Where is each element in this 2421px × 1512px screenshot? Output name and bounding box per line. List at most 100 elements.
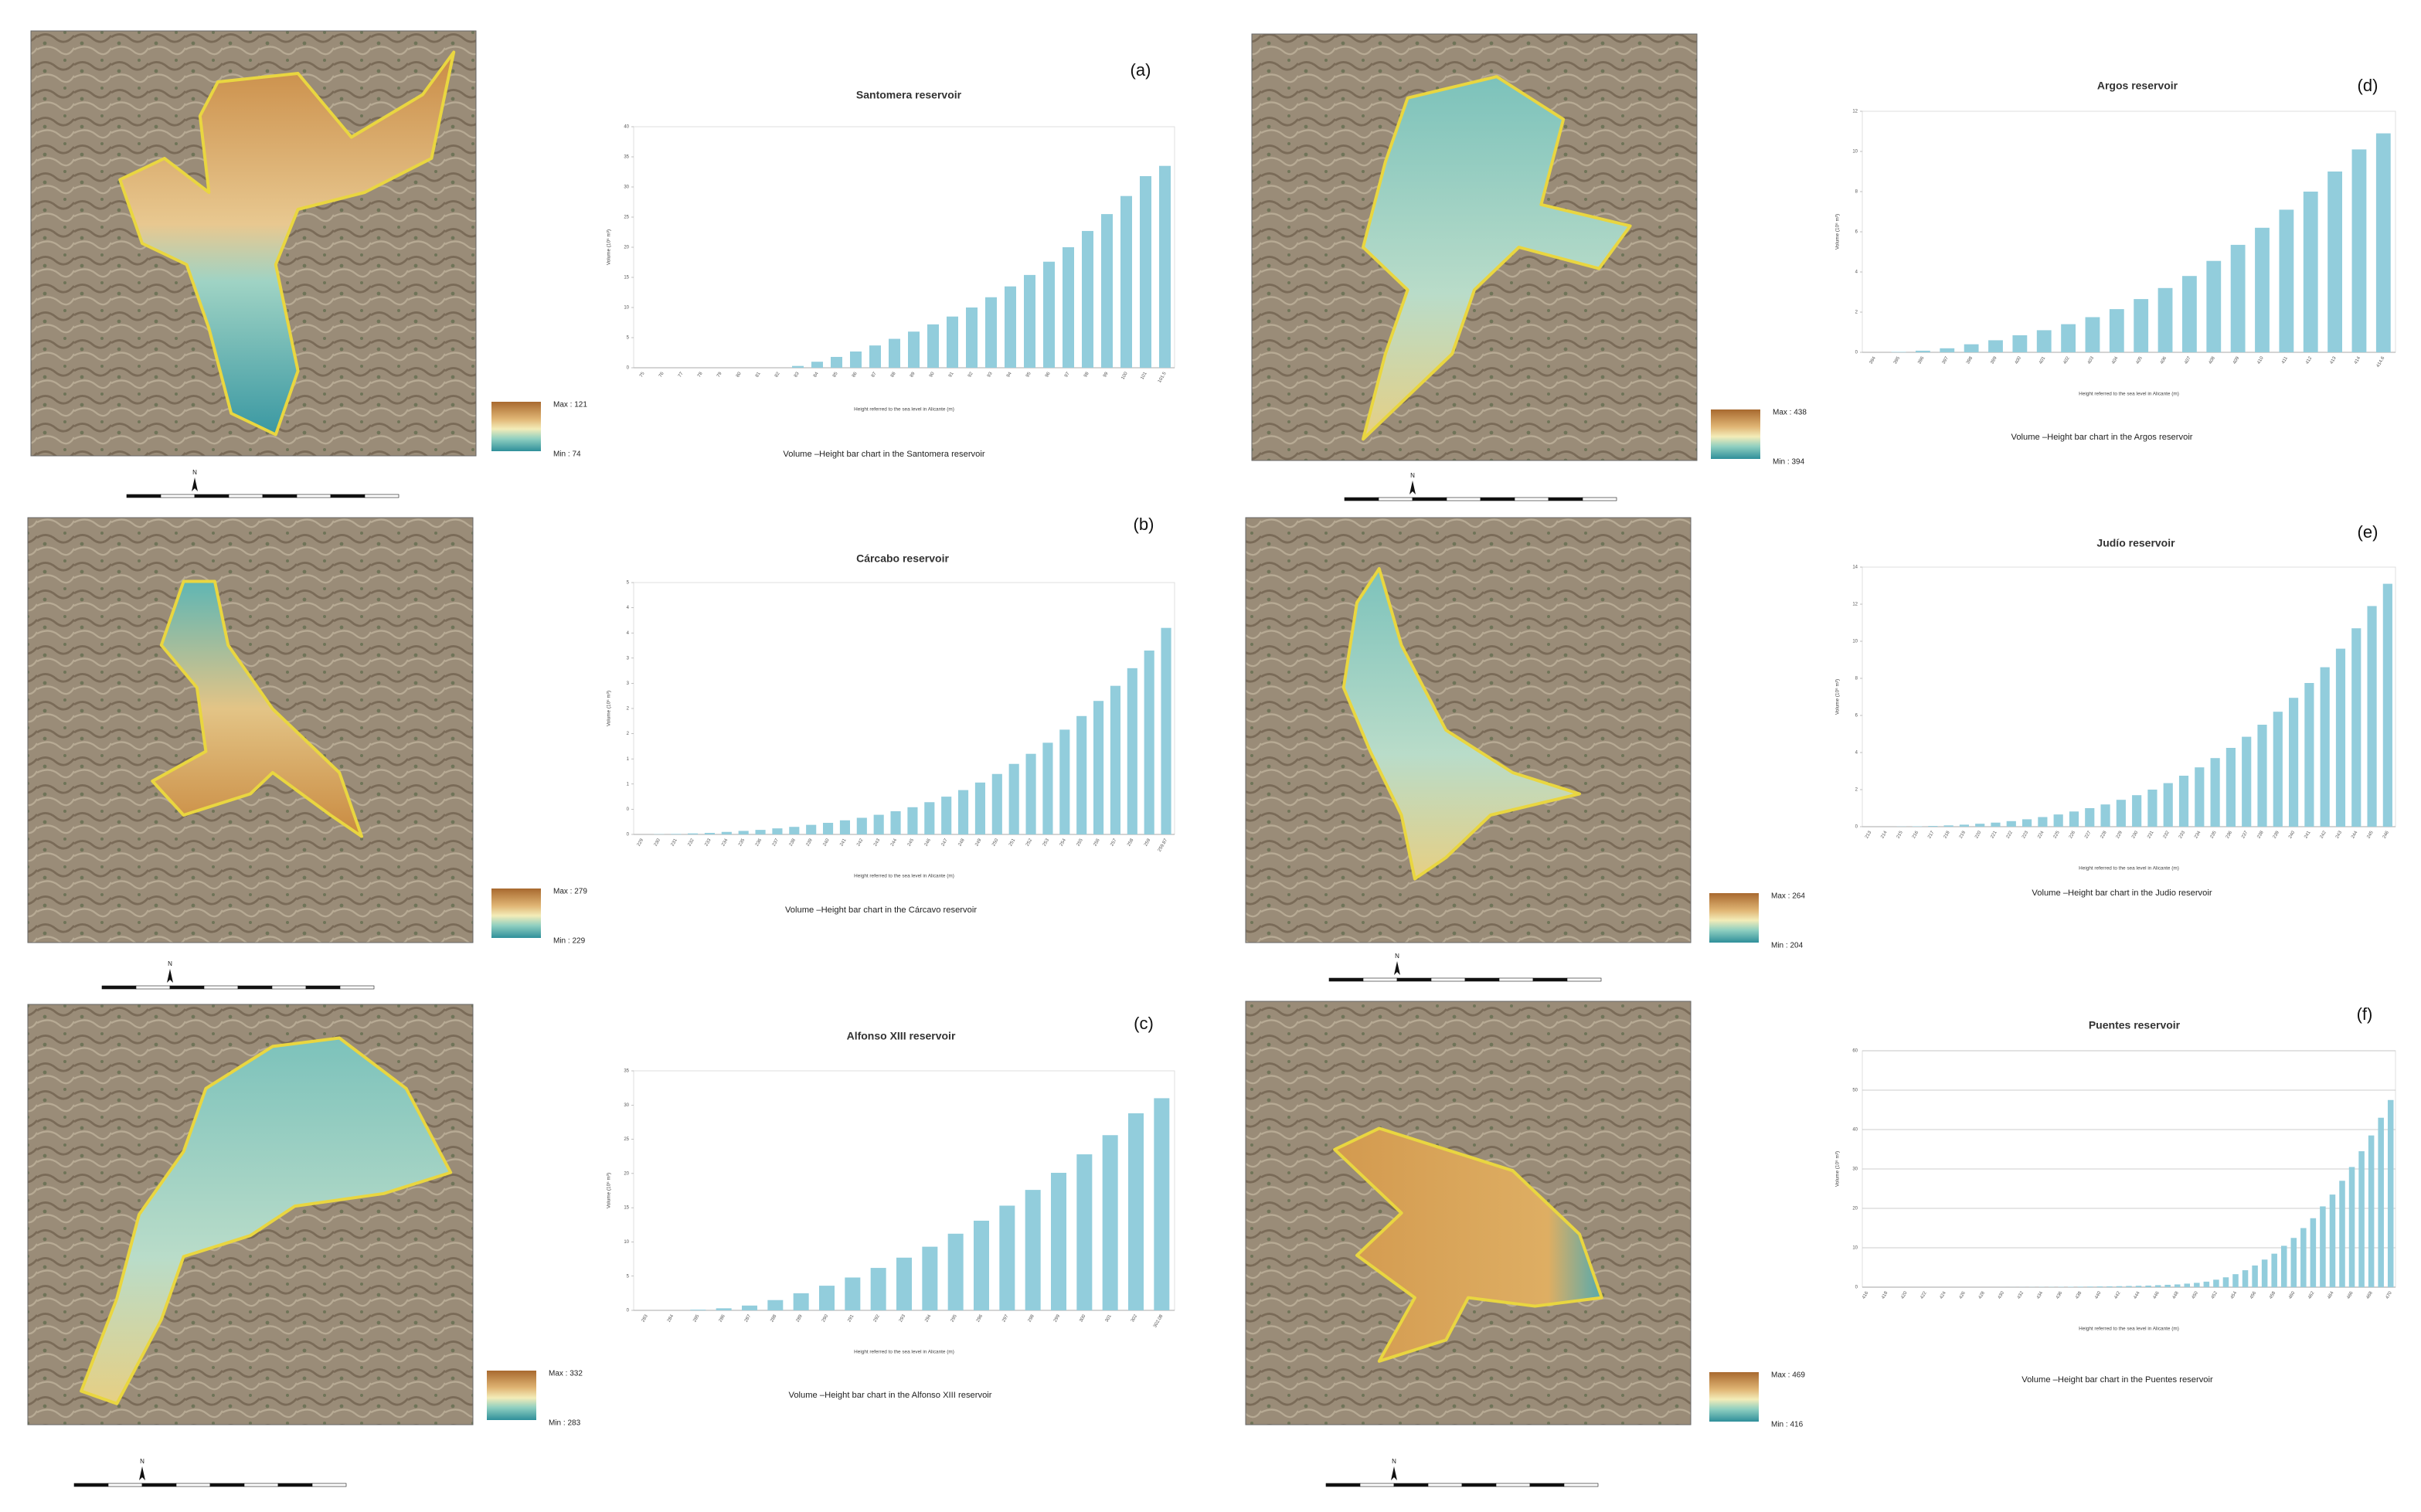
bar [1024, 274, 1035, 368]
bar [2006, 821, 2016, 827]
bar [1128, 1113, 1144, 1310]
scale-bar-segment [1532, 977, 1568, 982]
scale-bar-segment [271, 985, 307, 990]
y-tick-label: 5 [627, 581, 630, 586]
y-tick-label: 10 [1852, 150, 1858, 155]
x-tick-label: 241 [2304, 830, 2312, 839]
x-tick-label: 424 [1940, 1290, 1948, 1300]
bar [1005, 286, 1016, 368]
y-tick-label: 60 [1852, 1049, 1858, 1054]
y-tick-label: 30 [1852, 1167, 1858, 1172]
scale-bar-segment [1582, 497, 1617, 501]
x-tick-label: 289 [796, 1313, 804, 1323]
x-tick-label: 250 [991, 838, 1000, 847]
bar [1063, 247, 1074, 368]
bar [896, 1257, 912, 1310]
y-tick-label: 10 [624, 1240, 629, 1245]
y-tick-label: 0 [1855, 825, 1858, 830]
scale-bar-segment [262, 494, 298, 498]
bar [793, 1293, 809, 1310]
bar [2132, 795, 2142, 827]
chart-title: Santomera reservoir [856, 89, 962, 101]
bar [999, 1205, 1015, 1310]
north-arrow [1391, 1466, 1397, 1480]
x-tick-label: 399 [1990, 355, 1998, 365]
y-tick-label: 1 [627, 757, 630, 762]
scale-bar-segment [1396, 977, 1432, 982]
legend-min: Min : 394 [1773, 458, 1805, 467]
scale-bar-segment [1359, 1483, 1395, 1487]
x-tick-label: 291 [847, 1313, 855, 1323]
x-tick-label: 466 [2346, 1290, 2355, 1300]
bar [947, 316, 958, 368]
x-tick-label: 432 [2017, 1290, 2025, 1300]
scale-bar-segment [1529, 1483, 1565, 1487]
x-tick-label: 410 [2256, 355, 2265, 365]
x-tick-label: 98 [1083, 371, 1090, 378]
y-axis-label: Volume (10⁶ m³) [607, 1173, 612, 1208]
north-arrow [139, 1466, 145, 1480]
bar [2085, 808, 2095, 827]
bar [2116, 1286, 2123, 1287]
x-tick-label: 217 [1927, 830, 1936, 839]
x-tick-label: 292 [873, 1313, 882, 1323]
x-tick-label: 428 [1978, 1290, 1987, 1300]
bar [738, 831, 749, 834]
bar [2154, 1285, 2161, 1287]
scale-bar-segment [209, 1483, 245, 1487]
x-tick-label: 245 [907, 838, 916, 847]
north-label: N [140, 1458, 145, 1465]
north-label: N [1410, 472, 1415, 479]
x-tick-label: 95 [1025, 371, 1032, 378]
bar [907, 807, 918, 834]
x-tick-label: 239 [2273, 830, 2281, 839]
caption: Volume –Height bar chart in the Argos re… [2011, 433, 2192, 442]
bar [889, 338, 900, 368]
bar [1025, 1190, 1041, 1310]
x-tick-label: 229 [2116, 830, 2124, 839]
y-tick-label: 20 [624, 1171, 629, 1176]
x-tick-label: 240 [2288, 830, 2297, 839]
bar [2126, 1286, 2132, 1287]
scale-bar-segment [339, 985, 375, 990]
x-tick-label: 450 [2191, 1290, 2200, 1300]
bar [2252, 1265, 2258, 1287]
x-tick-label: 302 [1131, 1313, 1139, 1323]
y-tick-label: 14 [1852, 566, 1858, 570]
x-tick-label: 413 [2329, 355, 2338, 365]
bar [2358, 1151, 2365, 1287]
bar [1928, 826, 1938, 827]
bar [2087, 1286, 2093, 1287]
legend-colorbar [1711, 409, 1760, 459]
reservoir-shape [118, 50, 456, 437]
reservoir-shape [1362, 75, 1632, 441]
x-tick-label: 240 [822, 838, 831, 847]
y-tick-label: 2 [627, 732, 630, 736]
plot-frame [1862, 566, 2396, 827]
x-tick-label: 87 [871, 371, 878, 378]
bar [2067, 1286, 2074, 1287]
scale-bar-segment [330, 494, 366, 498]
x-axis-label: Height referred to the sea level in Alic… [854, 874, 954, 879]
y-tick-label: 40 [624, 125, 629, 130]
scale-bar-segment [311, 1483, 347, 1487]
bar [2145, 1285, 2151, 1287]
scale-bar-segment [1328, 977, 1364, 982]
x-tick-label: 397 [1942, 355, 1950, 365]
y-axis-label: Volume (10⁶ m³) [1835, 679, 1841, 715]
bar [755, 830, 766, 834]
legend-max: Max : 332 [549, 1370, 583, 1378]
x-tick-label: 412 [2305, 355, 2314, 365]
x-tick-label: 430 [1998, 1290, 2006, 1300]
y-tick-label: 8 [1855, 190, 1858, 195]
bar [2036, 330, 2052, 352]
x-tick-label: 422 [1919, 1290, 1928, 1300]
x-tick-label: 414.6 [2376, 355, 2386, 369]
scale-bar-segment [1495, 1483, 1531, 1487]
x-tick-label: 89 [910, 371, 916, 378]
x-tick-label: 99 [1103, 371, 1110, 378]
x-tick-label: 420 [1900, 1290, 1909, 1300]
x-tick-label: 442 [2113, 1290, 2122, 1300]
bar [2280, 1245, 2287, 1287]
bar [2232, 1274, 2239, 1287]
